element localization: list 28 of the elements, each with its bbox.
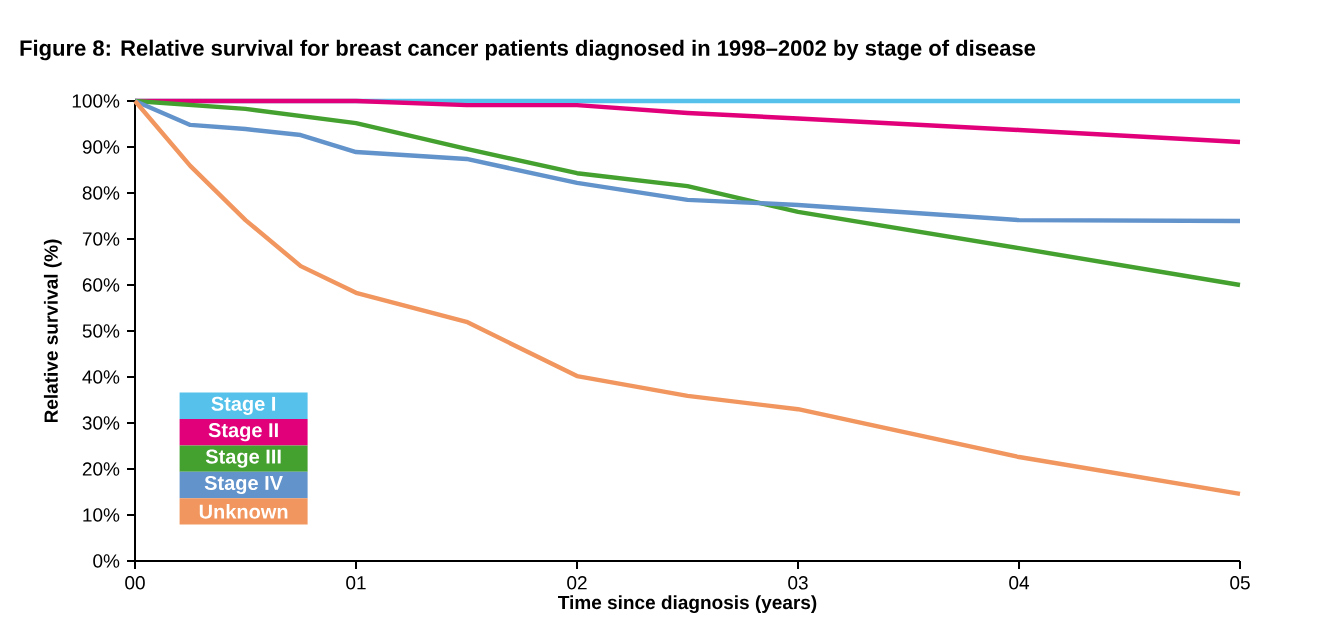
y-tick-label: 10%: [83, 508, 120, 522]
y-tick-label: 50%: [82, 324, 120, 338]
x-axis-title: Time since diagnosis (years): [558, 595, 817, 614]
line-series: [132, 98, 1243, 288]
x-tick-label: 02: [567, 576, 587, 590]
y-axis-title: Relative survival (%): [43, 239, 62, 423]
x-tick-label: 01: [346, 576, 366, 590]
chart-title: Figure 8: Relative survival for breast cancer patients diagnosed in 1998–2002 by stage of disease: [20, 39, 1036, 61]
y-tick-label: 70%: [82, 232, 120, 246]
text: Stage I: [211, 396, 276, 415]
text: Unknown: [199, 504, 288, 519]
y-tick-label: 60%: [82, 278, 120, 292]
text: Stage III: [205, 449, 281, 468]
y-tick-label: 40%: [82, 370, 120, 384]
y-tick-label: 100%: [72, 94, 120, 108]
line-series: [132, 98, 1243, 224]
text: Stage IV: [204, 475, 283, 495]
x-tick-label: 05: [1230, 576, 1250, 590]
text: Stage II: [208, 423, 278, 442]
x-tick-label: 00: [125, 576, 145, 590]
y-tick-label: 0%: [93, 554, 120, 568]
x-tick-label: 03: [788, 576, 808, 590]
y-tick-label: 30%: [82, 416, 120, 430]
y-tick-label: 90%: [82, 140, 120, 154]
x-tick-label: 04: [1009, 576, 1030, 590]
y-tick-label: 80%: [82, 186, 120, 200]
line-series: [132, 98, 1243, 497]
y-tick-label: 20%: [82, 462, 120, 476]
